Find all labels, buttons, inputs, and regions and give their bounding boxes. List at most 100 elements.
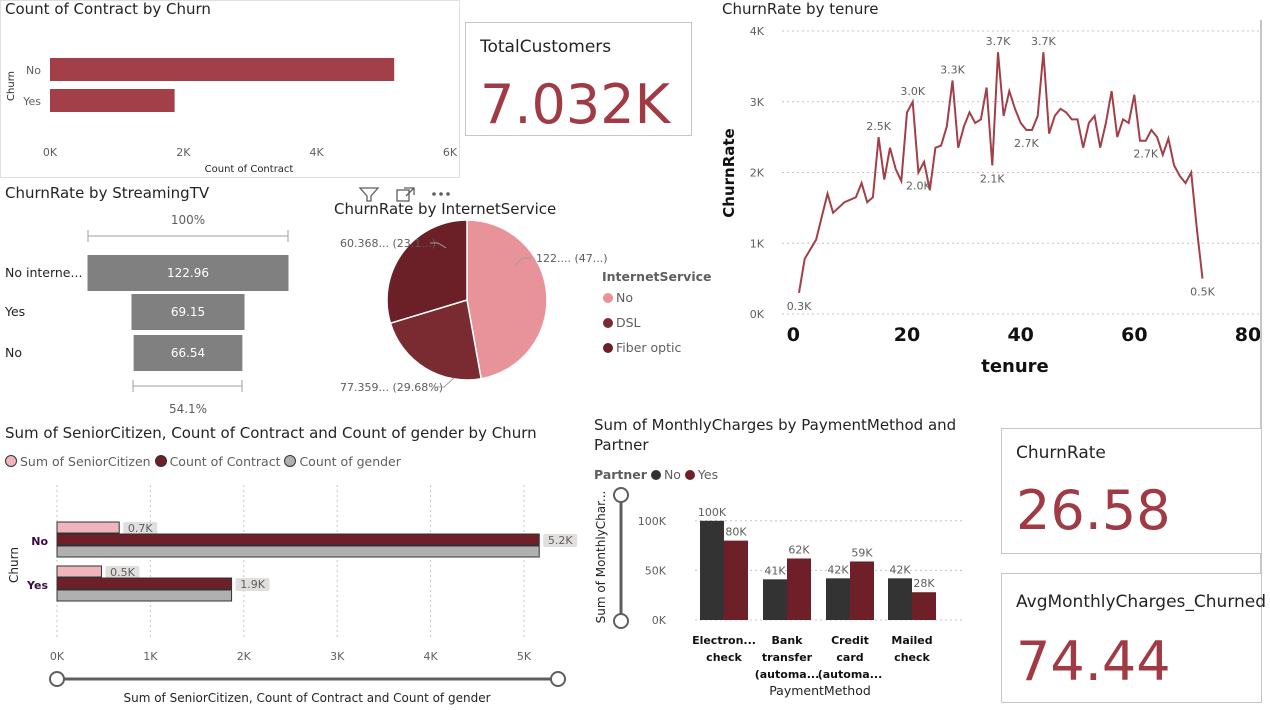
legend-label-contract: Count of Contract xyxy=(169,454,281,469)
avg-monthly-card[interactable]: AvgMonthlyCharges_Churned 74.44 xyxy=(1001,573,1266,703)
monthly-bar xyxy=(700,520,724,620)
tenure-x-tick: 20 xyxy=(894,324,920,346)
monthly-bar xyxy=(850,561,874,620)
legend-item-senior[interactable]: Sum of SeniorCitizen xyxy=(5,454,151,469)
tenure-data-label: 2.5K xyxy=(866,120,891,133)
monthly-legend: Partner No Yes xyxy=(594,467,718,482)
avg-monthly-card-value: 74.44 xyxy=(1016,630,1171,693)
monthly-category-label: card xyxy=(836,651,863,664)
senior-x-axis-label: Sum of SeniorCitizen, Count of Contract … xyxy=(123,691,490,705)
legend-item-yes[interactable]: Yes xyxy=(684,467,718,482)
churnrate-card[interactable]: ChurnRate 26.58 xyxy=(1001,428,1262,554)
monthly-bar xyxy=(888,578,912,620)
monthly-category-label: (automa... xyxy=(755,668,820,681)
senior-category-label: Yes xyxy=(26,579,48,592)
legend-item-gender[interactable]: Count of gender xyxy=(284,454,401,469)
pie-slice xyxy=(466,220,548,380)
monthly-zoom-slider-handle-top xyxy=(613,487,629,503)
contract-by-churn-chart: No Yes 0K 2K 4K 6K Count of Contract Churn xyxy=(6,58,458,175)
tenure-y-tick: 4K xyxy=(750,25,765,38)
senior-data-label: 1.9K xyxy=(240,578,265,591)
contract-x-tick: 0K xyxy=(43,146,58,159)
pie-legend-dot xyxy=(603,343,613,353)
senior-x-tick: 5K xyxy=(517,650,532,663)
senior-data-label-bg xyxy=(235,578,270,591)
monthly-data-label: 41K xyxy=(764,564,786,577)
funnel-bar xyxy=(133,335,243,371)
tenure-y-tick: 0K xyxy=(750,308,765,321)
tenure-x-tick: 80 xyxy=(1235,324,1261,346)
tenure-data-label: 0.5K xyxy=(1190,286,1215,299)
focus-mode-icon[interactable] xyxy=(396,187,415,202)
tenure-data-label: 3.7K xyxy=(986,35,1011,48)
monthly-legend-title: Partner xyxy=(594,467,647,482)
pie-label-dsl: 60.368... (23.1...) xyxy=(340,237,436,250)
monthly-category-label: check xyxy=(894,651,930,664)
tenure-x-tick: 60 xyxy=(1121,324,1147,346)
senior-bar xyxy=(56,565,102,578)
tenure-data-label: 2.7K xyxy=(1014,137,1039,150)
filter-icon[interactable] xyxy=(358,187,380,202)
monthly-data-label: 28K xyxy=(913,577,935,590)
monthly-data-label: 59K xyxy=(851,546,873,559)
legend-item-no[interactable]: No xyxy=(650,467,681,482)
senior-x-tick: 1K xyxy=(143,650,158,663)
legend-item-contract[interactable]: Count of Contract xyxy=(154,454,281,469)
visual-header-icons xyxy=(358,187,450,202)
funnel-value-label: 122.96 xyxy=(167,266,209,280)
tenure-data-label: 2.0K xyxy=(906,180,931,193)
senior-data-label: 0.5K xyxy=(110,566,135,579)
streaming-title: ChurnRate by StreamingTV xyxy=(5,184,210,202)
monthly-bar xyxy=(826,578,850,620)
legend-label-no: No xyxy=(663,467,681,482)
monthly-title-2: Partner xyxy=(594,436,649,454)
monthly-bar xyxy=(912,592,936,620)
contract-category-label: Yes xyxy=(22,95,41,108)
legend-dot-gender xyxy=(284,455,297,467)
pie-legend-label: DSL xyxy=(616,315,641,330)
total-customers-card[interactable]: TotalCustomers 7.032K xyxy=(465,22,692,136)
monthly-y-tick: 0K xyxy=(652,614,667,627)
contract-y-axis-label: Churn xyxy=(6,71,17,101)
more-options-icon[interactable] xyxy=(432,192,450,196)
pie-slice xyxy=(389,299,483,381)
tenure-data-label: 2.1K xyxy=(980,172,1005,185)
senior-legend: Sum of SeniorCitizen Count of Contract C… xyxy=(5,454,401,469)
churnrate-card-label: ChurnRate xyxy=(1016,443,1106,463)
monthly-category-label: Bank xyxy=(772,634,804,647)
contract-by-churn-visual[interactable] xyxy=(0,0,460,178)
monthly-y-tick: 50K xyxy=(645,564,667,577)
senior-zoom-slider-handle-left xyxy=(49,671,65,687)
contract-x-tick: 2K xyxy=(176,146,191,159)
tenure-data-label: 2.7K xyxy=(1133,148,1158,161)
tenure-y-tick: 1K xyxy=(750,237,765,250)
funnel-value-label: 69.15 xyxy=(171,305,205,319)
monthly-data-label: 62K xyxy=(788,543,810,556)
senior-data-label-bg xyxy=(105,566,140,579)
tenure-data-label: 3.3K xyxy=(940,64,965,77)
senior-x-tick: 4K xyxy=(423,650,438,663)
total-customers-label: TotalCustomers xyxy=(480,37,612,57)
senior-y-axis-label: Churn xyxy=(7,547,21,583)
tenure-scrollbar[interactable] xyxy=(1260,20,1262,680)
internet-pie-chart: 122.... (47...) 60.368... (23.1...) 77.3… xyxy=(340,220,712,394)
senior-bar xyxy=(56,545,540,558)
senior-bar xyxy=(56,577,233,590)
monthly-zoom-slider-handle-bottom xyxy=(613,613,629,629)
monthly-category-label: (automa... xyxy=(818,668,883,681)
contract-by-churn-title: Count of Contract by Churn xyxy=(5,0,211,18)
legend-dot-senior xyxy=(5,455,17,467)
senior-bar xyxy=(56,533,540,546)
avg-monthly-card-label: AvgMonthlyCharges_Churned xyxy=(1016,592,1267,612)
monthly-title-1: Sum of MonthlyCharges by PaymentMethod a… xyxy=(594,416,957,434)
senior-bar-chart: 0K 1K 2K 3K 4K 5K No 0.7K 5.2K Yes 0.5K 1.9K Churn Su… xyxy=(7,485,578,705)
monthly-y-tick: 100K xyxy=(638,515,667,528)
pie-label-no: 122.... (47...) xyxy=(536,252,608,265)
funnel-category-label: No interne... xyxy=(5,265,82,280)
pie-slice xyxy=(386,220,468,325)
tenure-line-chart: 0K 1K 2K 3K 4K 0 20 40 60 80 0.3K 2.5K 3.0K 2.0K 3.3K 2… xyxy=(720,25,1261,377)
monthly-data-label: 100K xyxy=(698,506,727,519)
monthly-category-label: Mailed xyxy=(891,634,932,647)
tenure-x-tick: 0 xyxy=(787,324,800,346)
